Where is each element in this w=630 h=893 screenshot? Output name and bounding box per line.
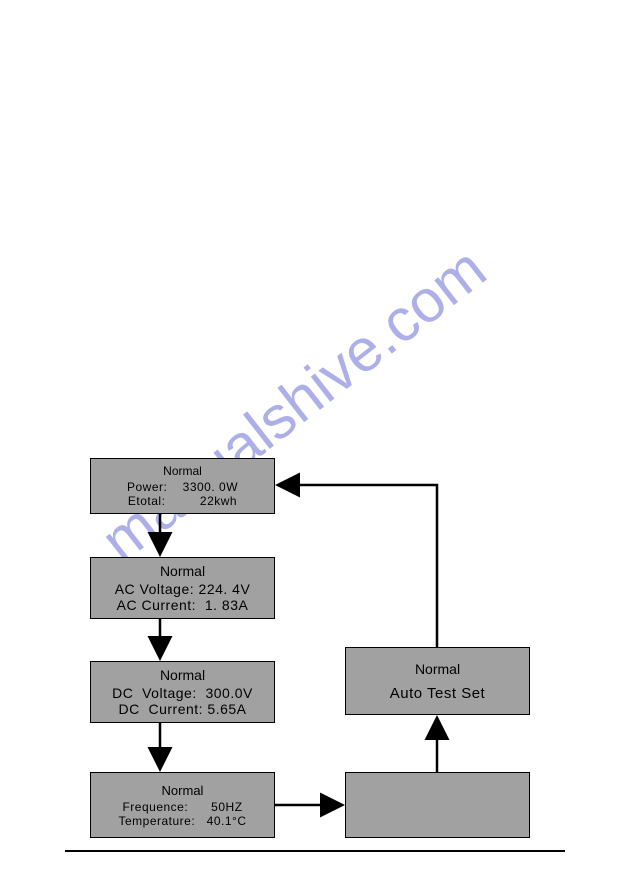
node-power: Normal Power: 3300. 0W Etotal: 22kwh [90,458,275,514]
arrow-layer [0,0,630,893]
node-title: Normal [91,783,274,798]
node-title: Normal [346,661,529,677]
flowchart-diagram: manualshive.com Normal Power: 3300. 0W E… [0,0,630,893]
node-row: Etotal: 22kwh [91,494,274,508]
node-row: Power: 3300. 0W [91,480,274,494]
node-freq-temp: Normal Frequence: 50HZ Temperature: 40.1… [90,772,275,838]
node-dc: Normal DC Voltage: 300.0V DC Current: 5.… [90,661,275,723]
node-title: Normal [91,563,274,579]
node-row: DC Current: 5.65A [91,701,274,717]
arrow-feedback [280,485,437,647]
node-title: Normal [91,464,274,478]
node-ac: Normal AC Voltage: 224. 4V AC Current: 1… [90,557,275,619]
bottom-divider [65,850,565,852]
node-autotest: Normal Auto Test Set [345,647,530,715]
node-blank [345,772,530,838]
watermark-text: manualshive.com [88,234,498,576]
node-row: DC Voltage: 300.0V [91,685,274,701]
node-row: Auto Test Set [346,685,529,702]
node-row: Frequence: 50HZ [91,800,274,814]
node-row: AC Voltage: 224. 4V [91,581,274,597]
node-row: AC Current: 1. 83A [91,597,274,613]
node-row: Temperature: 40.1°C [91,814,274,828]
node-title: Normal [91,667,274,683]
